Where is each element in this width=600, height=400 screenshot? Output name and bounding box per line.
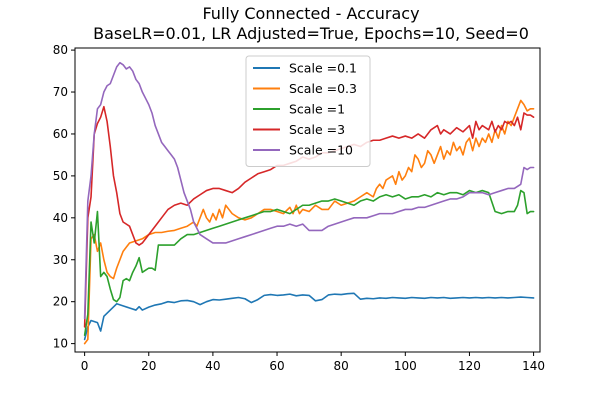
plot-area — [83, 61, 535, 345]
legend-label-4: Scale =10 — [289, 143, 353, 158]
series-line-2 — [83, 189, 535, 337]
x-tick-label-5: 100 — [394, 359, 417, 373]
x-tick-label-2: 40 — [205, 359, 220, 373]
x-tick-label-4: 80 — [334, 359, 349, 373]
axes: 0 20 40 60 80 100 120 140 10 20 30 40 50 60 70 80 — [53, 43, 545, 373]
x-tick-label-0: 0 — [81, 359, 89, 373]
x-tick-label-3: 60 — [269, 359, 284, 373]
y-tick-label-2: 30 — [53, 253, 68, 267]
x-tick-label-1: 20 — [141, 359, 156, 373]
y-tick-label-7: 80 — [53, 43, 68, 57]
chart-subtitle: BaseLR=0.01, LR Adjusted=True, Epochs=10… — [93, 24, 529, 43]
series-line-4 — [83, 61, 535, 320]
legend-label-3: Scale =3 — [289, 122, 345, 137]
y-tick-label-3: 40 — [53, 211, 68, 225]
x-tick-label-7: 140 — [522, 359, 545, 373]
legend: Scale =0.1 Scale =0.3 Scale =1 Scale =3 Scal… — [245, 55, 371, 167]
y-tick-label-4: 50 — [53, 169, 68, 183]
series-line-1 — [83, 99, 535, 345]
y-tick-label-5: 60 — [53, 127, 68, 141]
series-line-0 — [83, 292, 535, 341]
y-tick-label-1: 20 — [53, 295, 68, 309]
legend-label-2: Scale =1 — [289, 102, 345, 117]
chart-title: Fully Connected - Accuracy — [202, 4, 419, 23]
y-tick-label-0: 10 — [53, 337, 68, 351]
legend-label-0: Scale =0.1 — [289, 61, 357, 76]
x-tick-label-6: 120 — [458, 359, 481, 373]
legend-label-1: Scale =0.3 — [289, 81, 357, 96]
legend-box — [245, 55, 371, 167]
y-tick-label-6: 70 — [53, 85, 68, 99]
axes-frame — [74, 47, 541, 353]
